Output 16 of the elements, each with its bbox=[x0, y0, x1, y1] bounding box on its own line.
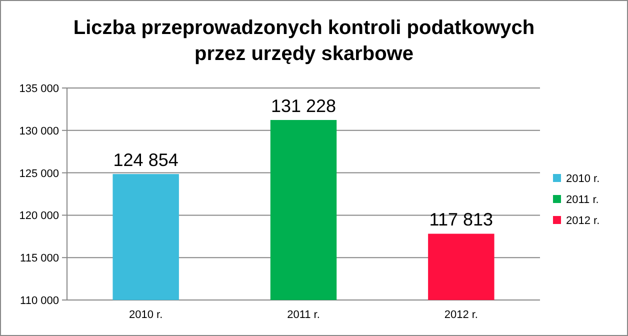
y-tick-label: 130 000 bbox=[19, 125, 59, 138]
chart-title: Liczba przeprowadzonych kontroli podatkowych przez urzędy skarbowe bbox=[73, 17, 535, 65]
legend-label: 2011 r. bbox=[566, 194, 599, 206]
y-tick-label: 115 000 bbox=[20, 252, 59, 265]
legend-label: 2012 r. bbox=[566, 215, 600, 227]
data-label: 124 854 bbox=[113, 150, 178, 170]
data-label: 131 228 bbox=[270, 96, 336, 116]
x-tick-label: 2011 r. bbox=[287, 309, 320, 321]
data-label: 117 813 bbox=[429, 210, 494, 230]
y-tick-label: 135 000 bbox=[19, 83, 59, 95]
legend-label: 2010 r. bbox=[566, 173, 600, 185]
y-tick-label: 125 000 bbox=[19, 168, 59, 180]
y-tick-label: 110 000 bbox=[20, 295, 59, 307]
x-tick-label: 2010 r. bbox=[129, 309, 163, 321]
y-tick-label: 120 000 bbox=[19, 210, 59, 222]
x-tick-label: 2012 r. bbox=[444, 309, 478, 321]
